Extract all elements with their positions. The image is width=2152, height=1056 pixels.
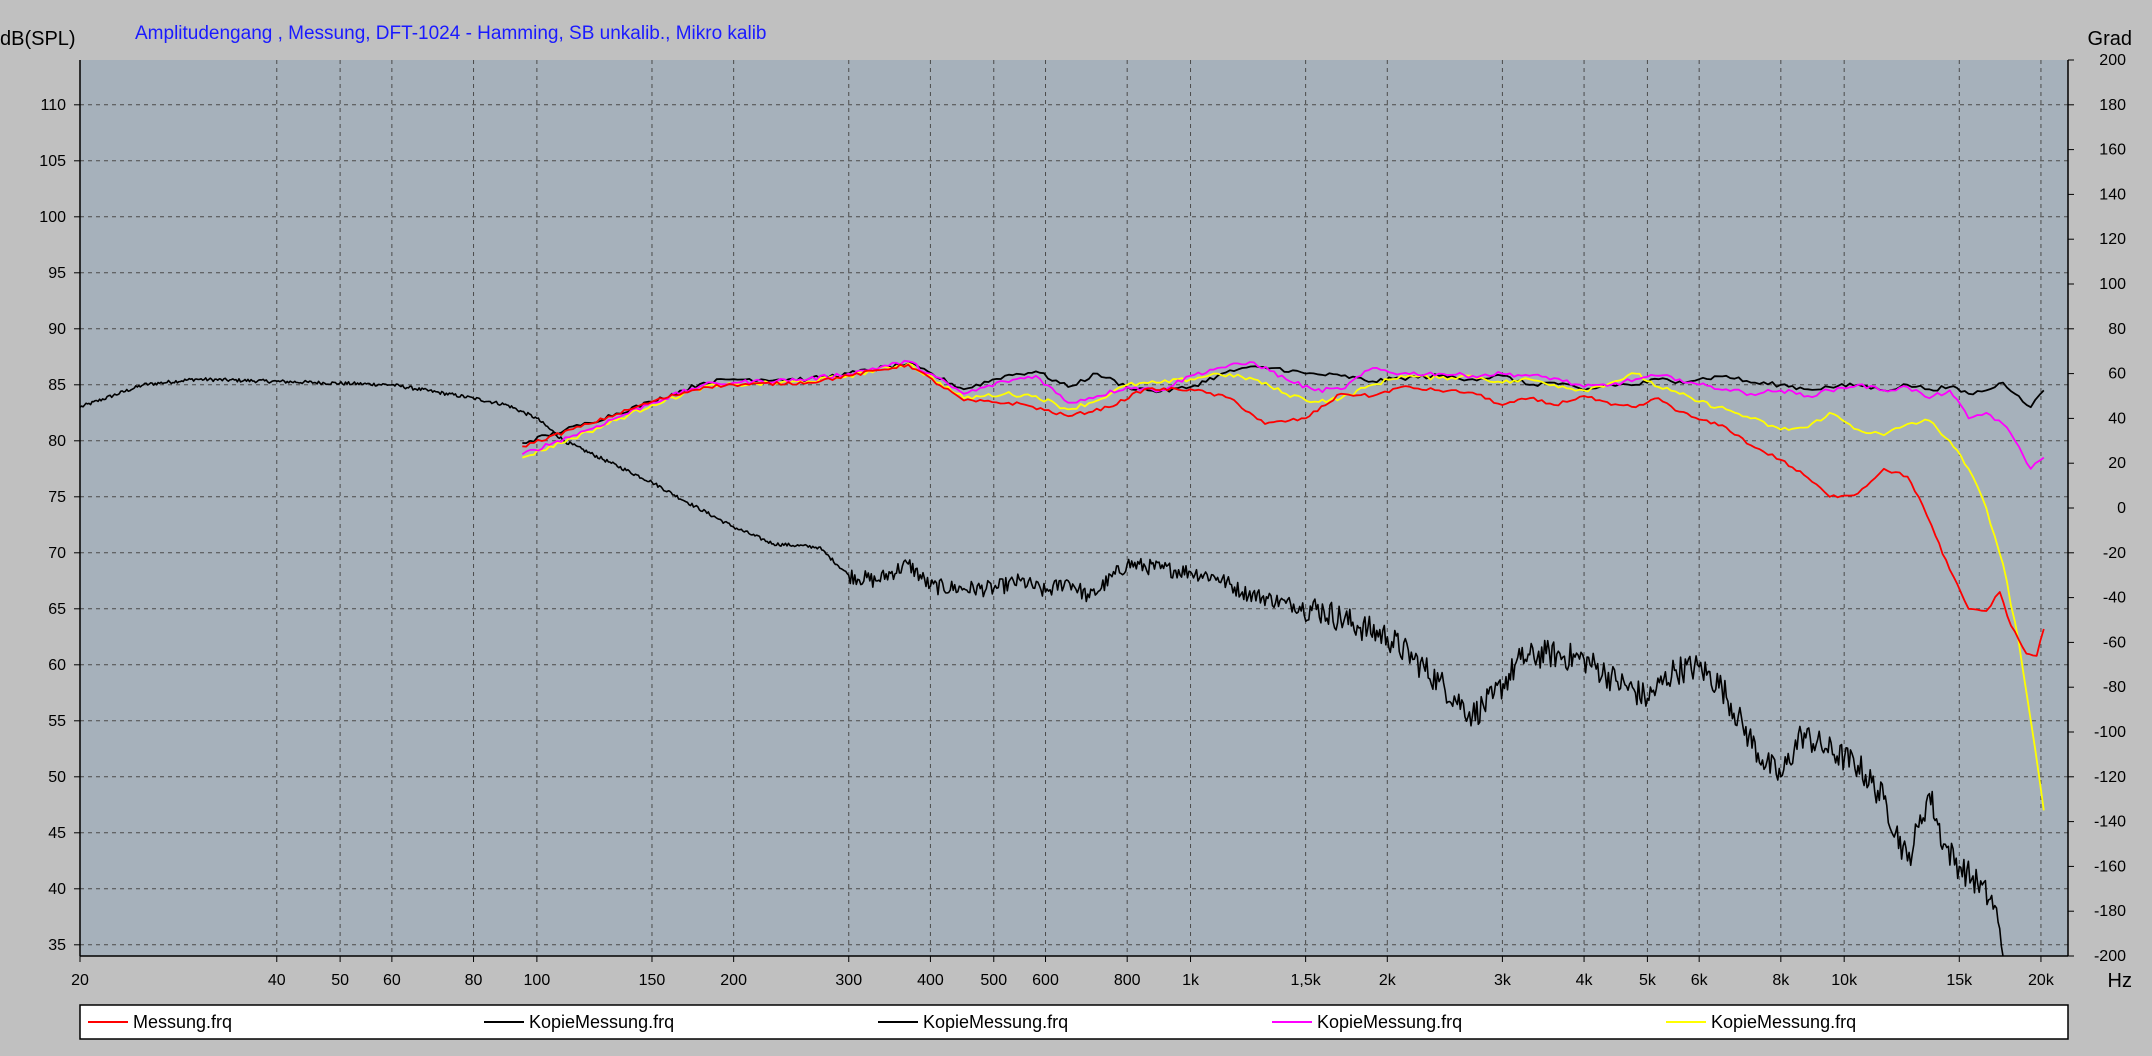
- legend-label: KopieMessung.frq: [1711, 1012, 1856, 1032]
- y2-tick-label: 100: [2099, 276, 2126, 293]
- y-tick-label: 40: [48, 881, 66, 898]
- series-layer: [79, 359, 2045, 957]
- x-tick-label: 800: [1114, 972, 1141, 989]
- y-tick-label: 60: [48, 657, 66, 674]
- y2-tick-label: -60: [2103, 634, 2126, 651]
- y2-tick-label: 160: [2099, 142, 2126, 159]
- x-tick-label: 100: [524, 972, 551, 989]
- series-line-3: [522, 362, 2045, 444]
- x-tick-label: 50: [331, 972, 349, 989]
- y-tick-label: 95: [48, 265, 66, 282]
- x-tick-label: 20k: [2028, 972, 2055, 989]
- x-tick-label: 40: [268, 972, 286, 989]
- x-tick-label: 20: [71, 972, 89, 989]
- y2-tick-label: -200: [2094, 948, 2126, 965]
- x-tick-label: 6k: [1691, 972, 1709, 989]
- series-line-1: [522, 363, 2045, 657]
- y2-tick-label: 0: [2117, 500, 2126, 517]
- x-tick-label: 8k: [1772, 972, 1790, 989]
- x-tick-label: 1,5k: [1291, 972, 1322, 989]
- y2-axis-label: Grad: [2088, 28, 2132, 50]
- y-tick-label: 90: [48, 321, 66, 338]
- y2-tick-label: 140: [2099, 186, 2126, 203]
- legend: Messung.frq KopieMessung.frq KopieMessung.…: [88, 1012, 1856, 1032]
- legend-label: KopieMessung.frq: [1317, 1012, 1462, 1032]
- grid-lines: [80, 60, 2068, 956]
- y2-tick-label: 200: [2099, 52, 2126, 69]
- legend-box: [79, 1004, 2069, 1040]
- x-tick-label: 10k: [1831, 972, 1858, 989]
- legend-label: Messung.frq: [133, 1012, 232, 1032]
- x-tick-label: 15k: [1946, 972, 1973, 989]
- y-tick-label: 50: [48, 769, 66, 786]
- x-tick-label: 5k: [1639, 972, 1657, 989]
- y2-tick-label: -160: [2094, 858, 2126, 875]
- series-line-2: [79, 377, 2004, 957]
- y2-tick-label: 60: [2108, 366, 2126, 383]
- x-tick-label: 2k: [1379, 972, 1397, 989]
- y2-tick-label: -140: [2094, 814, 2126, 831]
- y2-tick-label: 80: [2108, 321, 2126, 338]
- legend-label: KopieMessung.frq: [529, 1012, 674, 1032]
- y-tick-label: 110: [40, 97, 66, 114]
- x-tick-label: 600: [1032, 972, 1059, 989]
- legend-label: KopieMessung.frq: [923, 1012, 1068, 1032]
- y2-tick-label: -40: [2103, 590, 2126, 607]
- axis-tick-labels: 20 40 50 60 80 100 150 200 300 400 500 600 800 1k 1,5k…: [39, 52, 2126, 989]
- y-tick-label: 85: [48, 377, 66, 394]
- y2-tick-label: 180: [2099, 97, 2126, 114]
- x-tick-label: 150: [639, 972, 666, 989]
- x-tick-label: 1k: [1182, 972, 1200, 989]
- plot-area: [80, 60, 2068, 956]
- x-tick-label: 4k: [1576, 972, 1594, 989]
- y-tick-label: 65: [48, 601, 66, 618]
- y-axis-label: dB(SPL): [0, 28, 76, 50]
- y-tick-label: 75: [48, 489, 66, 506]
- y2-tick-label: 120: [2099, 231, 2126, 248]
- y2-tick-label: 40: [2108, 410, 2126, 427]
- x-tick-label: 200: [720, 972, 747, 989]
- chart-title: Amplitudengang , Messung, DFT-1024 - Ham…: [135, 23, 767, 44]
- y-tick-label: 45: [48, 825, 66, 842]
- x-tick-label: 500: [980, 972, 1007, 989]
- y-tick-label: 100: [39, 209, 66, 226]
- y-tick-label: 35: [48, 937, 66, 954]
- y2-tick-label: 20: [2108, 455, 2126, 472]
- y2-tick-label: -100: [2094, 724, 2126, 741]
- x-tick-label: 300: [835, 972, 862, 989]
- y2-tick-label: -180: [2094, 903, 2126, 920]
- y-tick-label: 55: [48, 713, 66, 730]
- y-tick-label: 70: [48, 545, 66, 562]
- series-line-4: [521, 359, 2045, 470]
- x-tick-label: 60: [383, 972, 401, 989]
- y-tick-label: 80: [48, 433, 66, 450]
- x-axis-label: Hz: [2108, 970, 2132, 992]
- y-tick-label: 105: [39, 153, 66, 170]
- axis-ticks: [74, 59, 2074, 962]
- y2-tick-label: -20: [2103, 545, 2126, 562]
- x-tick-label: 80: [465, 972, 483, 989]
- y2-tick-label: -120: [2094, 769, 2126, 786]
- x-tick-label: 400: [917, 972, 944, 989]
- x-tick-label: 3k: [1494, 972, 1512, 989]
- y2-tick-label: -80: [2103, 679, 2126, 696]
